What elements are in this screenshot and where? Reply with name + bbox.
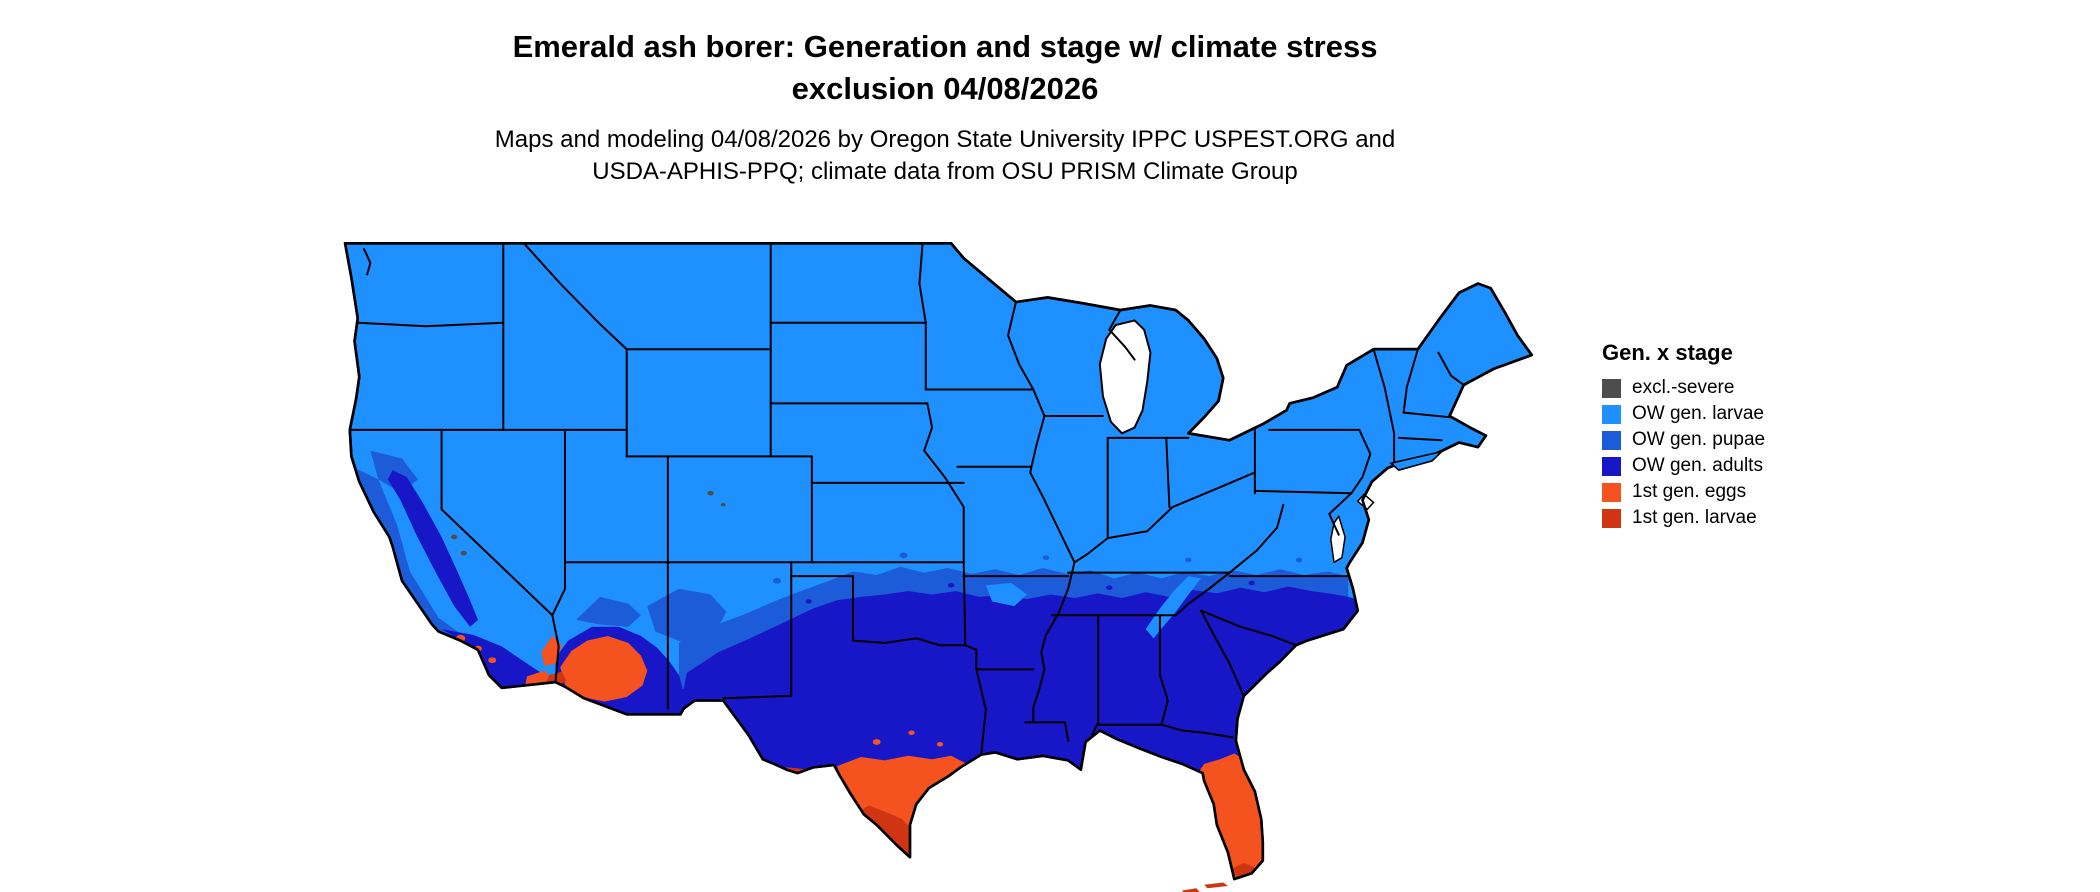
legend-swatch-excl-severe xyxy=(1602,378,1621,398)
legend-item-ow-larvae: OW gen. larvae xyxy=(1602,401,1765,427)
legend-label-ow-adults: OW gen. adults xyxy=(1632,455,1763,476)
page-subtitle: Maps and modeling 04/08/2026 by Oregon S… xyxy=(0,124,1890,187)
lake-michigan xyxy=(1100,320,1151,433)
lakes xyxy=(1100,320,1374,562)
legend-swatch-ow-larvae xyxy=(1602,404,1621,424)
region-1st-eggs xyxy=(455,634,1268,880)
legend-label-1st-eggs: 1st gen. eggs xyxy=(1632,481,1747,502)
page-subtitle-line1: Maps and modeling 04/08/2026 by Oregon S… xyxy=(494,126,1396,153)
legend-item-1st-larvae: 1st gen. larvae xyxy=(1602,505,1765,531)
legend-item-ow-adults: OW gen. adults xyxy=(1602,453,1765,479)
legend-label-ow-larvae: OW gen. larvae xyxy=(1632,403,1764,424)
us-outline xyxy=(345,243,1532,879)
legend-swatch-ow-adults xyxy=(1602,456,1621,476)
legend-label-1st-larvae: 1st gen. larvae xyxy=(1632,507,1757,528)
us-map xyxy=(315,226,1565,892)
legend-item-excl-severe: excl.-severe xyxy=(1602,375,1765,401)
legend-title: Gen. x stage xyxy=(1602,340,1733,365)
florida-keys xyxy=(1182,882,1228,892)
legend-swatch-1st-larvae xyxy=(1602,508,1621,528)
region-excl-severe xyxy=(451,490,726,556)
legend-label-ow-pupae: OW gen. pupae xyxy=(1632,429,1766,450)
page-subtitle-line2: USDA-APHIS-PPQ; climate data from OSU PR… xyxy=(592,157,1298,185)
legend-swatch-ow-pupae xyxy=(1602,430,1621,450)
legend-item-1st-eggs: 1st gen. eggs xyxy=(1602,479,1765,505)
delaware-bay xyxy=(1358,494,1374,509)
page-title-line1: Emerald ash borer: Generation and stage … xyxy=(512,29,1378,64)
legend-label-excl-severe: excl.-severe xyxy=(1632,377,1735,398)
legend: Gen. x stage excl.-severe OW gen. larvae… xyxy=(1602,340,1765,531)
page-title: Emerald ash borer: Generation and stage … xyxy=(0,26,1890,109)
page-title-line2: exclusion 04/08/2026 xyxy=(791,70,1099,106)
state-borders xyxy=(350,243,1464,754)
long-island xyxy=(1391,452,1442,470)
legend-item-ow-pupae: OW gen. pupae xyxy=(1602,427,1765,453)
legend-swatch-1st-eggs xyxy=(1602,482,1621,502)
